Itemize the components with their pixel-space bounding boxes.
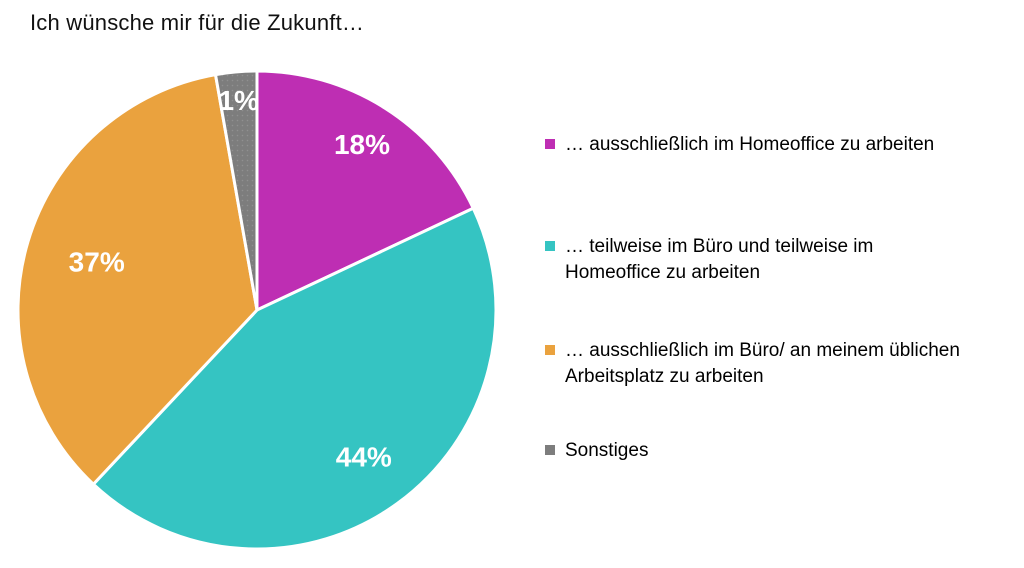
legend-swatch-icon (545, 139, 555, 149)
pie-chart-area: 18% 44% 37% 1% (16, 69, 498, 551)
legend-label-line: … ausschließlich im Büro/ an meinem übli… (565, 340, 960, 361)
legend-item-homeoffice: … ausschließlich im Homeoffice zu arbeit… (545, 132, 1015, 158)
legend-item-teilweise: … teilweise im Büro und teilweise im Hom… (545, 234, 1015, 286)
pie-slice-3 (214, 69, 259, 312)
pie-slice-value-label: 37% (69, 247, 125, 278)
pie-chart: 18% 44% 37% 1% (16, 69, 498, 551)
legend-label: … ausschließlich im Homeoffice zu arbeit… (565, 132, 934, 158)
chart-title: Ich wünsche mir für die Zukunft… (30, 10, 365, 35)
legend-item-buero: … ausschließlich im Büro/ an meinem übli… (545, 338, 1015, 390)
legend: … ausschließlich im Homeoffice zu arbeit… (545, 0, 1015, 568)
legend-label-line: … ausschließlich im Homeoffice zu arbeit… (565, 134, 935, 155)
legend-swatch-icon (545, 241, 555, 251)
pie-slice-value-label: 44% (336, 441, 392, 472)
pie-slice-value-label: 18% (334, 129, 390, 160)
legend-swatch-icon (545, 345, 555, 355)
pie-slice-1 (91, 206, 498, 551)
legend-label-line: Sonstiges (565, 440, 649, 461)
pie-slice-value-label: 1% (218, 85, 259, 116)
legend-label: Sonstiges (565, 438, 648, 464)
pie-slice-2 (16, 73, 259, 486)
legend-label-line: Arbeitsplatz zu arbeiten (565, 366, 764, 387)
pie-slice-0 (255, 69, 475, 312)
legend-label: … ausschließlich im Büro/ an meinem übli… (565, 338, 960, 390)
legend-label: … teilweise im Büro und teilweise im Hom… (565, 234, 873, 286)
legend-item-sonstiges: Sonstiges (545, 438, 1015, 464)
legend-label-line: … teilweise im Büro und teilweise im (565, 236, 874, 257)
legend-swatch-icon (545, 445, 555, 455)
legend-label-line: Homeoffice zu arbeiten (565, 262, 761, 283)
